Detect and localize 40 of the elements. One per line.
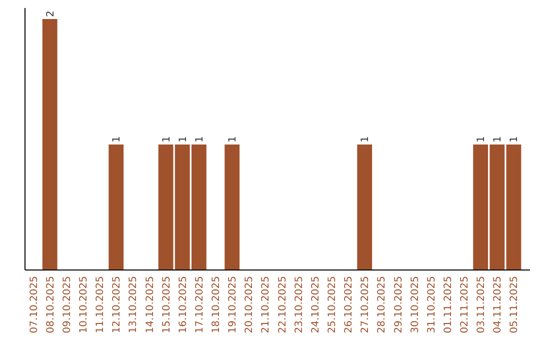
x-tick-label: 08.10.2025 xyxy=(45,276,56,334)
x-tick-label: 13.10.2025 xyxy=(128,276,140,334)
x-tick-label: 28.10.2025 xyxy=(376,276,388,334)
x-tick-label: 20.10.2025 xyxy=(244,276,256,334)
data-label: 2 xyxy=(45,10,56,17)
x-tick-label: 14.10.2025 xyxy=(144,276,156,334)
x-tick-label: 16.10.2025 xyxy=(178,276,189,334)
x-tick-label: 21.10.2025 xyxy=(260,276,272,334)
x-tick-label: 29.10.2025 xyxy=(393,276,404,334)
x-tick-label: 30.10.2025 xyxy=(410,276,421,334)
x-tick-label: 26.10.2025 xyxy=(344,276,355,334)
x-tick-label: 31.10.2025 xyxy=(426,276,438,334)
data-label: 1 xyxy=(228,136,239,142)
x-tick-label: 01.11.2025 xyxy=(442,276,454,334)
x-tick-label: 09.10.2025 xyxy=(62,276,73,334)
data-label: 1 xyxy=(178,136,189,142)
data-label: 1 xyxy=(112,136,123,142)
data-label: 1 xyxy=(194,136,206,142)
x-tick-label: 10.10.2025 xyxy=(78,276,90,334)
x-tick-label: 07.10.2025 xyxy=(28,276,40,334)
x-tick-label: 27.10.2025 xyxy=(360,276,372,334)
x-tick-label: 19.10.2025 xyxy=(228,276,239,334)
x-tick-label: 04.11.2025 xyxy=(492,276,504,334)
x-tick-label: 18.10.2025 xyxy=(211,276,222,334)
data-label: 1 xyxy=(360,136,372,142)
x-tick-label: 05.11.2025 xyxy=(509,276,520,334)
x-tick-label: 03.11.2025 xyxy=(476,276,488,334)
x-tick-label: 24.10.2025 xyxy=(310,276,322,334)
data-label: 1 xyxy=(492,136,504,142)
data-label: 1 xyxy=(509,136,520,142)
x-tick-label: 12.10.2025 xyxy=(112,276,123,334)
x-tick-label: 25.10.2025 xyxy=(326,276,338,334)
x-tick-label: 11.10.2025 xyxy=(95,276,106,334)
x-tick-label: 22.10.2025 xyxy=(277,276,288,334)
x-tick-label: 15.10.2025 xyxy=(161,276,172,334)
x-tick-label: 23.10.2025 xyxy=(294,276,305,334)
data-label: 1 xyxy=(476,136,488,142)
x-tick-label: 02.11.2025 xyxy=(460,276,471,334)
x-tick-label: 17.10.2025 xyxy=(194,276,206,334)
data-label: 1 xyxy=(161,136,172,142)
